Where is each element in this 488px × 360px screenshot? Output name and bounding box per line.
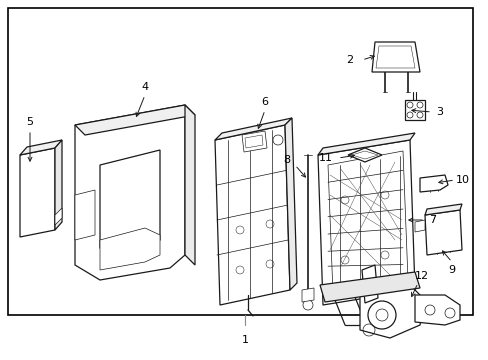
- Polygon shape: [75, 190, 95, 240]
- Polygon shape: [361, 265, 377, 303]
- Text: 11: 11: [318, 153, 332, 163]
- Text: 12: 12: [414, 271, 428, 281]
- Polygon shape: [414, 295, 459, 325]
- Polygon shape: [184, 105, 195, 265]
- Text: 1: 1: [241, 335, 248, 345]
- Polygon shape: [55, 208, 62, 225]
- Polygon shape: [75, 105, 195, 135]
- Text: 10: 10: [455, 175, 469, 185]
- Polygon shape: [424, 210, 461, 255]
- Polygon shape: [20, 140, 62, 155]
- Polygon shape: [242, 131, 266, 152]
- Polygon shape: [419, 175, 447, 192]
- Polygon shape: [20, 148, 55, 237]
- Polygon shape: [359, 285, 424, 338]
- Text: 8: 8: [283, 155, 290, 165]
- Polygon shape: [302, 288, 313, 302]
- Bar: [8, 8, 472, 315]
- Polygon shape: [285, 118, 296, 290]
- Polygon shape: [319, 272, 419, 302]
- Polygon shape: [55, 140, 62, 230]
- Polygon shape: [100, 150, 160, 255]
- Polygon shape: [424, 204, 461, 215]
- Polygon shape: [414, 220, 424, 232]
- Polygon shape: [347, 148, 381, 162]
- Polygon shape: [215, 118, 291, 140]
- Text: 5: 5: [26, 117, 34, 127]
- Text: 2: 2: [346, 55, 353, 65]
- Polygon shape: [317, 140, 414, 305]
- Text: 3: 3: [436, 107, 443, 117]
- Polygon shape: [100, 228, 160, 270]
- Polygon shape: [371, 42, 419, 72]
- Text: 9: 9: [447, 265, 455, 275]
- Polygon shape: [215, 125, 289, 305]
- Polygon shape: [317, 133, 414, 155]
- Text: 6: 6: [261, 97, 268, 107]
- Text: 7: 7: [428, 215, 436, 225]
- Text: 4: 4: [141, 82, 148, 92]
- Polygon shape: [75, 105, 184, 280]
- Polygon shape: [404, 100, 424, 120]
